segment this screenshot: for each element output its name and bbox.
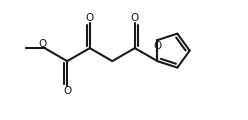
Text: O: O [153,41,161,51]
Text: O: O [63,86,71,96]
Text: O: O [86,13,94,23]
Text: O: O [38,39,47,49]
Text: O: O [131,13,139,23]
